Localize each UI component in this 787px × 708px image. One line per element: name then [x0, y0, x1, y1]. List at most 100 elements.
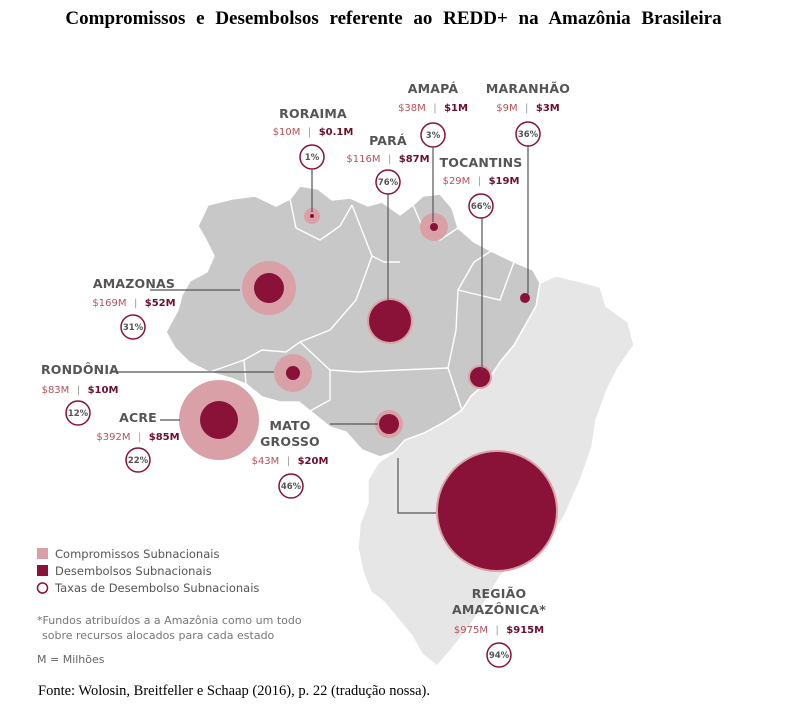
amapa-desembolsos-circle	[430, 223, 438, 231]
legend-taxas-icon	[36, 582, 49, 594]
state-name: AMAPÁ	[408, 81, 459, 96]
svg-text:$29M | $19M: $29M | $19M	[443, 171, 520, 188]
leader-lines	[110, 143, 529, 514]
label-rondonia: RONDÔNIA $83M | $10M 12%	[41, 362, 119, 426]
rate-value: 76%	[378, 178, 399, 188]
compromissos-value: $83M	[42, 385, 70, 396]
desembolsos-value: $19M	[489, 176, 520, 187]
rate-badge	[278, 473, 304, 499]
desembolsos-value: $3M	[536, 103, 560, 114]
map-title: Compromissos e Desembolsos referente ao …	[65, 8, 722, 29]
roraima-desembolsos-circle	[310, 214, 314, 218]
footnote-line2: sobre recursos alocados para cada estado	[42, 629, 275, 642]
amazonia-region	[165, 185, 541, 458]
svg-text:$392M | $85M: $392M | $85M	[96, 427, 179, 444]
compromissos-value: $38M	[398, 103, 426, 114]
rate-value: 22%	[128, 456, 149, 466]
rate-value: 94%	[489, 651, 510, 661]
state-name-line2: GROSSO	[260, 434, 320, 449]
region-name-line2: AMAZÔNICA*	[452, 602, 546, 617]
legend-taxas-label: Taxas de Desembolso Subnacionais	[54, 581, 259, 595]
compromissos-value: $10M	[273, 127, 301, 138]
rate-value: 31%	[123, 323, 144, 333]
source-caption: Fonte: Wolosin, Breitfeller e Schaap (20…	[38, 683, 430, 699]
svg-text:$83M | $10M: $83M | $10M	[42, 380, 119, 397]
label-mato-grosso: MATO GROSSO $43M | $20M 46%	[252, 418, 329, 499]
value-separator: |	[495, 625, 498, 636]
label-maranhao: MARANHÃO $9M | $3M 36%	[486, 81, 570, 147]
desembolsos-value: $52M	[145, 298, 176, 309]
rate-value: 46%	[281, 482, 302, 492]
mato-grosso-desembolsos-circle	[379, 414, 399, 434]
value-separator: |	[287, 456, 290, 467]
state-name: AMAZONAS	[93, 276, 175, 291]
rate-value: 36%	[518, 130, 539, 140]
footnote-line1: *Fundos atribuídos a a Amazônia como um …	[37, 614, 302, 627]
state-name: PARÁ	[369, 133, 407, 148]
legend-compromissos-swatch	[37, 548, 48, 559]
compromissos-value: $116M	[346, 154, 380, 165]
rate-badge	[65, 400, 91, 426]
rate-value: 1%	[305, 153, 320, 163]
desembolsos-value: $85M	[149, 432, 180, 443]
value-separator: |	[308, 127, 311, 138]
compromissos-value: $29M	[443, 176, 471, 187]
label-amazonas: AMAZONAS $169M | $52M 31%	[92, 276, 176, 340]
tocantins-desembolsos-circle	[470, 367, 490, 387]
value-separator: |	[77, 385, 80, 396]
legend: Compromissos Subnacionais Desembolsos Su…	[36, 547, 302, 666]
rate-badge	[299, 144, 325, 170]
label-tocantins: TOCANTINS $29M | $19M 66%	[440, 155, 523, 219]
regiao-desembolsos-circle	[438, 452, 556, 570]
label-amapa: AMAPÁ $38M | $1M 3%	[398, 81, 468, 148]
svg-text:$116M | $87M: $116M | $87M	[346, 149, 429, 166]
desembolsos-value: $20M	[298, 456, 329, 467]
rate-value: 3%	[426, 131, 441, 141]
svg-text:$169M | $52M: $169M | $52M	[92, 293, 175, 310]
value-separator: |	[134, 298, 137, 309]
compromissos-value: $169M	[92, 298, 126, 309]
state-name-line1: MATO	[269, 418, 310, 433]
value-separator: |	[138, 432, 141, 443]
label-acre: ACRE $392M | $85M 22%	[96, 410, 180, 473]
maranhao-desembolsos-circle	[520, 293, 530, 303]
desembolsos-value: $1M	[444, 103, 468, 114]
state-borders	[209, 198, 515, 412]
unit-note: M = Milhões	[37, 653, 105, 666]
desembolsos-value: $10M	[88, 385, 119, 396]
compromissos-value: $9M	[496, 103, 517, 114]
state-name: RONDÔNIA	[41, 362, 119, 377]
compromissos-value: $392M	[96, 432, 130, 443]
rate-badge	[515, 121, 541, 147]
label-para: PARÁ $116M | $87M 76%	[346, 133, 430, 195]
rate-badge	[125, 447, 151, 473]
value-separator: |	[525, 103, 528, 114]
value-separator: |	[388, 154, 391, 165]
value-separator: |	[433, 103, 436, 114]
rondonia-desembolsos-circle	[286, 366, 300, 380]
state-name: ACRE	[119, 410, 157, 425]
acre-desembolsos-circle	[200, 401, 238, 439]
legend-desembolsos-swatch	[37, 565, 48, 576]
label-regiao-amazonica: REGIÃO AMAZÔNICA* $975M | $915M 94%	[452, 586, 546, 668]
desembolsos-value: $87M	[399, 154, 430, 165]
svg-text:$43M | $20M: $43M | $20M	[252, 451, 329, 468]
label-roraima: RORAIMA $10M | $0.1M 1%	[273, 106, 354, 170]
legend-compromissos-label: Compromissos Subnacionais	[55, 547, 219, 561]
rate-value: 12%	[68, 409, 89, 419]
svg-text:$9M | $3M: $9M | $3M	[496, 98, 560, 115]
rate-badge	[486, 642, 512, 668]
compromissos-value: $975M	[454, 625, 488, 636]
svg-text:$10M | $0.1M: $10M | $0.1M	[273, 122, 354, 139]
rate-badge	[420, 122, 446, 148]
legend-desembolsos-label: Desembolsos Subnacionais	[55, 564, 212, 578]
state-name: TOCANTINS	[440, 155, 523, 170]
state-name: RORAIMA	[279, 106, 347, 121]
amazonas-desembolsos-circle	[254, 273, 284, 303]
region-name-line1: REGIÃO	[472, 586, 527, 601]
value-separator: |	[478, 176, 481, 187]
rate-value: 66%	[471, 202, 492, 212]
desembolsos-value: $0.1M	[319, 127, 354, 138]
rate-badge	[375, 169, 401, 195]
